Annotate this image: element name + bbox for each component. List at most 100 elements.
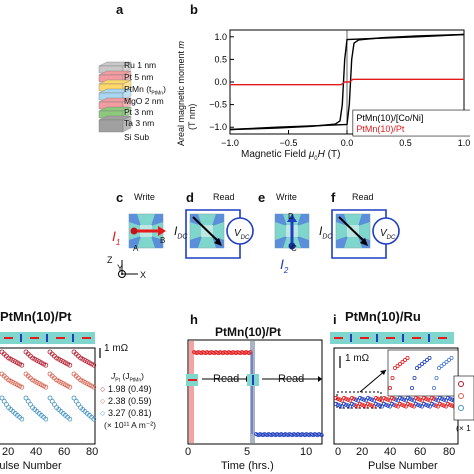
layer-side — [122, 61, 132, 74]
data-point — [355, 398, 361, 403]
inset-point — [415, 366, 420, 371]
data-point — [43, 416, 49, 422]
retention-chart-h — [186, 339, 324, 445]
data-point — [413, 395, 419, 401]
data-point — [393, 403, 399, 408]
layer-side — [122, 97, 132, 110]
chart-h-tick-0: 0 — [185, 446, 192, 458]
data-point — [19, 384, 25, 390]
terminal-c: C — [291, 244, 297, 253]
layer-label-ta: Ta 3 nm — [124, 118, 155, 128]
data-point — [25, 398, 31, 404]
data-point — [407, 402, 413, 407]
device-contact — [336, 236, 348, 248]
label-write-c: Write — [134, 192, 155, 202]
data-point — [405, 395, 411, 401]
data-point — [49, 398, 55, 404]
panel-label-c: c — [116, 190, 124, 205]
data-point — [67, 362, 73, 368]
data-point — [359, 402, 365, 407]
data-point — [379, 398, 385, 403]
data-point — [369, 397, 375, 402]
inset-point — [444, 360, 449, 365]
data-point — [433, 403, 439, 408]
chart-i-tick-60: 60 — [414, 446, 427, 458]
data-point — [389, 401, 395, 407]
inset-point — [405, 356, 410, 361]
data-point — [347, 398, 353, 403]
panel-label-i: i — [333, 312, 337, 327]
data-point — [47, 395, 53, 401]
device-contact — [297, 236, 309, 248]
data-point — [379, 404, 385, 409]
data-point — [395, 398, 401, 403]
data-point — [421, 401, 427, 407]
chart-g-title: PtMn(10)/Pt — [0, 309, 72, 324]
data-point — [415, 396, 421, 401]
data-point — [433, 397, 439, 402]
data-point — [441, 403, 447, 408]
data-point — [345, 403, 351, 408]
data-point — [391, 396, 397, 401]
chart-i-title: PtMn(10)/Ru — [345, 309, 421, 324]
label-i2: I2 — [280, 256, 289, 275]
chart-h-xlabel: Time (hrs.) — [221, 460, 274, 472]
data-point — [375, 396, 381, 401]
data-point — [343, 402, 349, 407]
data-point — [399, 402, 405, 407]
chart-h-tick-10: 10 — [300, 446, 313, 458]
chart-i-tick-20: 20 — [356, 446, 369, 458]
data-point — [361, 397, 367, 402]
chart-g-legend-row-2: ○ 2.38 (0.59) — [100, 396, 152, 406]
data-point — [423, 396, 429, 401]
x-tick-label: 0.5 — [399, 138, 412, 148]
data-point — [333, 395, 339, 401]
panel-label-b: b — [190, 2, 198, 17]
data-point — [369, 403, 375, 408]
layer-front — [98, 119, 124, 133]
data-point — [411, 404, 417, 409]
data-point — [349, 401, 355, 407]
data-point — [403, 398, 409, 403]
inset-point — [437, 366, 442, 371]
label-idc-d: IDC — [174, 224, 188, 241]
data-point — [445, 395, 451, 401]
data-point — [445, 401, 451, 407]
data-point — [71, 395, 77, 401]
data-point — [387, 398, 393, 403]
data-point-blue — [319, 433, 324, 438]
data-point — [52, 402, 57, 407]
data-point — [395, 404, 401, 409]
series-coni-branch_down — [229, 33, 465, 131]
axis-x-label: X — [140, 270, 147, 280]
legend-box — [352, 109, 470, 137]
data-point — [421, 395, 427, 401]
chart-h-read-1: Read — [213, 373, 240, 385]
device-contact — [151, 214, 163, 226]
data-point — [447, 402, 453, 407]
data-point — [409, 403, 415, 408]
chart-b-xlabel: Magnetic Field μ0H (T) — [241, 149, 341, 162]
device-contact — [297, 214, 309, 226]
panel-label-a: a — [116, 2, 124, 17]
y-tick-label: 1.0 — [214, 32, 227, 42]
data-point — [351, 396, 357, 401]
inset-point — [398, 362, 403, 367]
data-point — [419, 398, 425, 403]
label-idc-f: IDC — [319, 224, 333, 241]
x-tick-label: −0.5 — [280, 138, 298, 148]
zoom-arrow — [359, 369, 387, 393]
layer-label-ru: Ru 1 nm — [124, 60, 157, 70]
data-point — [423, 402, 429, 407]
series-ptmn-pt — [230, 78, 464, 86]
data-point — [403, 404, 409, 409]
current-arrowhead-i1 — [158, 226, 166, 236]
data-point — [385, 403, 391, 408]
device-contact — [190, 236, 202, 248]
layer-label-ptmn: PtMn (tPtMn) — [124, 84, 166, 97]
terminal-d: D — [288, 212, 294, 221]
data-point — [377, 397, 383, 402]
label-read-f: Read — [352, 192, 374, 202]
inset-point — [388, 386, 393, 391]
legend-marker — [458, 393, 464, 399]
